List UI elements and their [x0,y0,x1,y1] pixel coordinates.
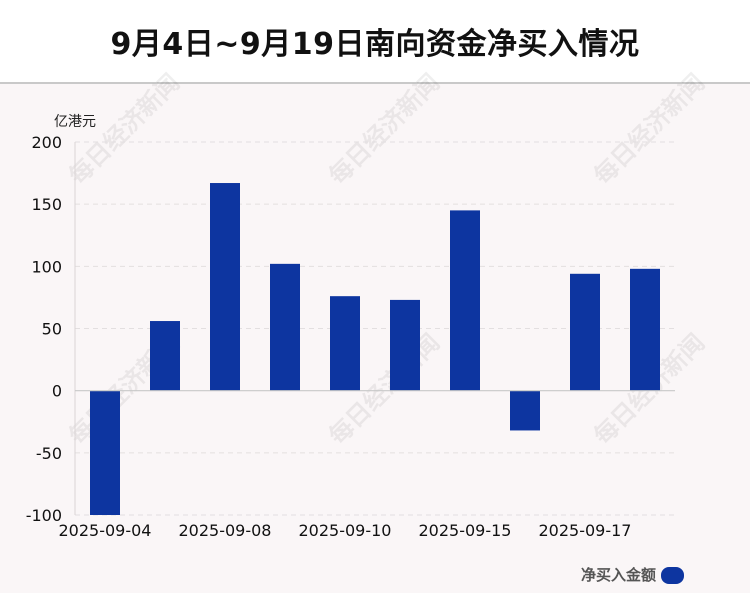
bar-2025-09-08 [210,183,240,391]
y-tick-label: 200 [31,133,62,152]
y-tick-label: 50 [42,320,62,339]
bar-series [90,183,660,515]
x-tick-label: 2025-09-17 [539,521,632,540]
x-tick-label: 2025-09-10 [299,521,392,540]
x-tick-label: 2025-09-08 [179,521,272,540]
bar-2025-09-05 [150,321,180,391]
legend: 净买入金额 [581,566,684,584]
watermark-text: 每日经济新闻 [324,69,446,191]
y-tick-label: -100 [26,506,62,525]
bar-2025-09-18 [630,268,660,391]
bar-2025-09-10 [330,296,360,391]
y-tick-label: 150 [31,195,62,214]
y-tick-label: 100 [31,257,62,276]
bar-2025-09-15 [450,210,480,391]
x-tick-label: 2025-09-15 [419,521,512,540]
watermark-layer: 每日经济新闻每日经济新闻每日经济新闻每日经济新闻每日经济新闻每日经济新闻 [64,69,711,451]
y-tick-label: -50 [36,444,62,463]
legend-swatch [661,567,684,584]
y-axis-unit-label: 亿港元 [54,114,96,130]
chart-title: 9月4日~9月19日南向资金净买入情况 [110,27,640,62]
x-tick-label: 2025-09-04 [59,521,152,540]
legend-label: 净买入金额 [581,566,656,584]
title-bar: 9月4日~9月19日南向资金净买入情况 [0,0,750,84]
bar-2025-09-09 [270,263,300,391]
y-tick-label: 0 [52,382,62,401]
bar-2025-09-16 [510,390,540,431]
bar-2025-09-11 [390,299,420,391]
watermark-text: 每日经济新闻 [589,69,711,191]
bar-2025-09-04 [90,390,120,515]
bar-2025-09-17 [570,273,600,391]
